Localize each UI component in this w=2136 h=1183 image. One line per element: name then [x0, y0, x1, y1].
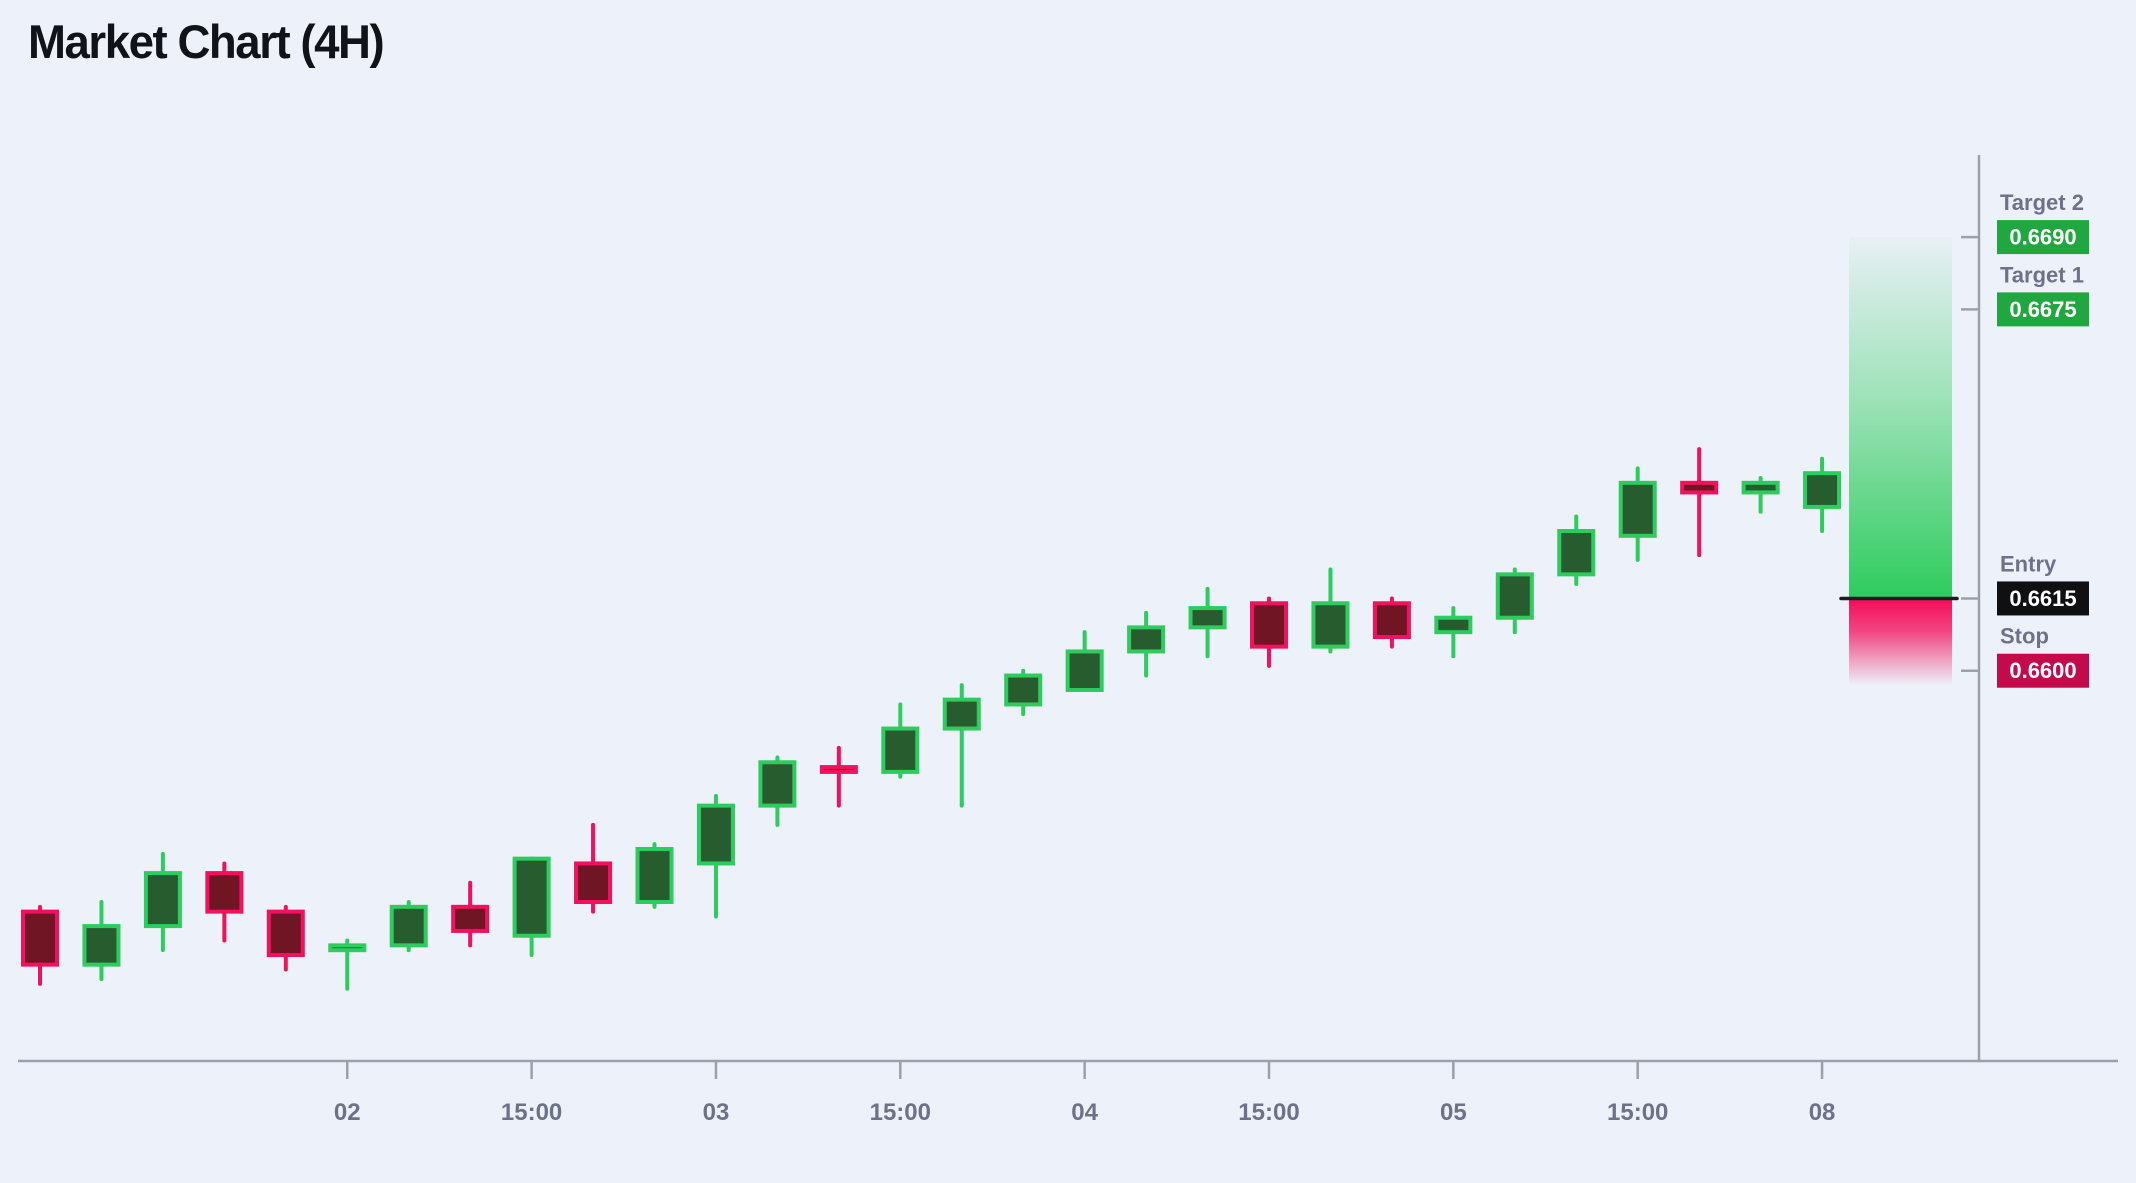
candlestick	[942, 683, 981, 808]
candlestick	[1311, 567, 1350, 654]
candlestick	[1557, 514, 1596, 586]
candlestick	[1127, 610, 1166, 678]
candle-body	[1372, 601, 1411, 639]
candle-body	[635, 847, 674, 904]
candle-body	[1127, 625, 1166, 654]
candle-body	[1004, 673, 1043, 707]
candlestick	[451, 880, 490, 948]
entry-value: 0.6615	[2009, 586, 2076, 611]
page-title: Market Chart (4H)	[28, 15, 385, 68]
candlestick	[1004, 668, 1043, 717]
candle-body	[574, 861, 613, 904]
candlestick	[1618, 466, 1657, 562]
candle-body	[1311, 601, 1350, 649]
x-axis-tick-label: 03	[703, 1099, 730, 1126]
candlestick	[1741, 476, 1780, 514]
candlestick	[1065, 630, 1104, 692]
entry-label: Entry	[2000, 551, 2057, 576]
target1-label: Target 1	[2000, 262, 2084, 287]
x-axis-tick-label: 04	[1071, 1099, 1098, 1126]
candlestick	[758, 755, 797, 827]
candle-body	[1188, 606, 1227, 630]
candlestick	[266, 904, 305, 972]
x-axis-tick-label: 15:00	[870, 1099, 931, 1126]
candle-body	[205, 871, 244, 914]
target1-badge	[1997, 292, 2089, 327]
candle-body	[819, 765, 858, 774]
candle-body	[696, 803, 735, 866]
candle-body	[881, 726, 920, 774]
stop-badge	[1997, 653, 2089, 688]
candle-body	[1434, 615, 1473, 635]
candle-body	[451, 904, 490, 933]
candlestick	[1495, 567, 1534, 635]
x-axis-tick-label: 02	[334, 1099, 361, 1126]
candle-body	[1618, 480, 1657, 538]
candle-body	[266, 909, 305, 957]
candle-body	[143, 871, 182, 929]
candle-body	[1495, 572, 1534, 620]
target2-value: 0.6690	[2009, 225, 2076, 250]
entry-badge	[1997, 581, 2089, 616]
candlestick	[696, 794, 735, 919]
candlestick	[1188, 586, 1227, 659]
profit-zone	[1849, 237, 1952, 599]
candlestick	[1372, 596, 1411, 649]
target2-label: Target 2	[2000, 190, 2084, 215]
x-axis-tick-label: 05	[1440, 1099, 1467, 1126]
candle-body	[1680, 480, 1719, 495]
candle-body	[758, 760, 797, 808]
target1-value: 0.6675	[2009, 297, 2076, 322]
candle-body	[21, 909, 59, 967]
candlestick	[143, 851, 182, 953]
candlestick	[819, 745, 858, 808]
x-axis-tick-label: 15:00	[1607, 1099, 1668, 1126]
candlestick	[1680, 447, 1719, 558]
candle-body	[1803, 471, 1842, 509]
candlestick	[328, 938, 367, 991]
candle-body	[1065, 649, 1104, 692]
candle-body	[1557, 529, 1596, 577]
candlestick	[1250, 596, 1288, 668]
candle-body	[328, 943, 367, 953]
target2-badge	[1997, 220, 2089, 255]
candles-group	[21, 447, 1842, 991]
stop-label: Stop	[2000, 624, 2049, 649]
x-axis-tick-label: 08	[1809, 1099, 1836, 1126]
candlestick	[635, 842, 674, 909]
candlestick	[389, 900, 428, 953]
candle-body	[512, 856, 551, 938]
candle-body	[1741, 480, 1780, 495]
candlestick	[1803, 456, 1842, 533]
candlestick	[574, 822, 613, 914]
x-axis-tick-label: 15:00	[1238, 1099, 1299, 1126]
candlestick	[205, 861, 244, 943]
candlestick	[21, 904, 59, 986]
candlestick	[881, 702, 920, 779]
x-axis-tick-label: 15:00	[501, 1099, 562, 1126]
candle-body	[942, 697, 981, 731]
stop-value: 0.6600	[2009, 658, 2076, 683]
candle-body	[82, 924, 121, 967]
candlestick	[82, 900, 121, 982]
loss-zone	[1849, 598, 1952, 686]
candle-body	[389, 904, 428, 948]
candle-body	[1250, 601, 1288, 649]
candlestick	[512, 856, 551, 957]
candlestick	[1434, 606, 1473, 659]
